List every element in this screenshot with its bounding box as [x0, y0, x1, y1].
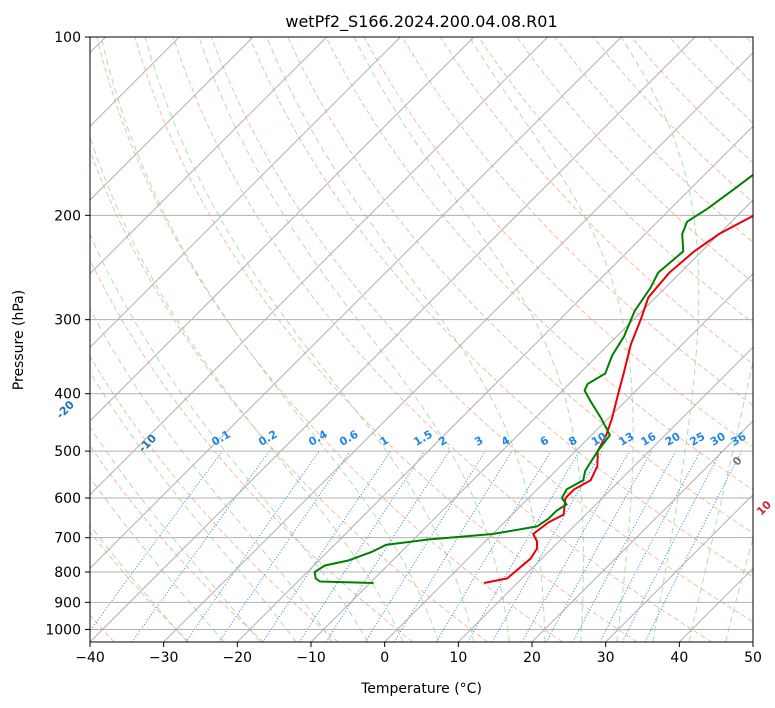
moist-adiabat [90, 135, 404, 642]
dry-adiabat [90, 148, 488, 642]
profile-series [313, 173, 753, 584]
dry-adiabat [439, 37, 753, 365]
grid-lines [90, 37, 753, 642]
x-tick-label: −30 [149, 650, 179, 666]
moist-adiabat [90, 524, 188, 642]
moist-adiabat [725, 536, 753, 642]
moist-adiabat [198, 37, 510, 642]
isotherm-line [90, 37, 401, 349]
isotherm-line [384, 272, 753, 642]
y-axis-title: Pressure (hPa) [11, 290, 27, 390]
mixing-ratio-line [131, 450, 270, 642]
dewpoint-line [313, 173, 753, 584]
plot-area [90, 37, 753, 642]
dry-adiabat [249, 37, 753, 578]
isotherm-line [90, 37, 696, 642]
y-tick-label: 300 [54, 313, 81, 329]
dry-adiabat [90, 445, 264, 642]
x-tick-label: 40 [670, 650, 688, 666]
mixing-ratio-line [545, 450, 653, 642]
isotherm-line [90, 37, 254, 201]
mixing-ratio-line [467, 450, 580, 642]
x-tick-label: 20 [523, 650, 541, 666]
dry-adiabat [134, 37, 638, 642]
moist-adiabat [266, 37, 546, 642]
mixing-ratio-line [90, 450, 223, 632]
dry-adiabat [210, 37, 753, 623]
chart-title: wetPf2_S166.2024.200.04.08.R01 [285, 12, 557, 32]
y-tick-label: 900 [54, 595, 81, 611]
moist-adiabat [90, 308, 333, 642]
dry-adiabat [516, 37, 753, 284]
y-tick-label: 700 [54, 531, 81, 547]
x-tick-label: 50 [744, 650, 762, 666]
temperature-line [483, 214, 753, 584]
moist-adiabat [469, 37, 634, 642]
y-tick-label: 400 [54, 387, 81, 403]
dry-adiabat [90, 355, 339, 642]
isotherm-line [90, 37, 328, 275]
mixing-ratio-line [325, 450, 450, 642]
dry-adiabat [96, 37, 563, 642]
dry-adiabat [172, 37, 712, 642]
y-tick-label: 1000 [45, 622, 81, 638]
x-tick-label: 30 [597, 650, 615, 666]
x-tick-label: −40 [75, 650, 105, 666]
dry-adiabat [90, 531, 190, 642]
x-axis-title: Temperature (°C) [360, 681, 482, 697]
mixing-ratio-line [364, 450, 486, 642]
axis-ticks: −40 −30 −20 −10 0 10 20 30 40 50 100 200 300 400 500 60… [45, 30, 762, 666]
y-tick-label: 200 [54, 208, 81, 224]
moist-adiabat [100, 37, 439, 642]
x-tick-label: −20 [223, 650, 253, 666]
dry-adiabat [325, 37, 753, 491]
isotherm-line [90, 37, 475, 422]
plot-frame [89, 36, 754, 643]
x-tick-label: 10 [449, 650, 467, 666]
isotherm-line [236, 125, 753, 642]
isotherm-line [163, 51, 753, 642]
y-tick-label: 800 [54, 565, 81, 581]
moist-adiabat [90, 426, 261, 642]
isotherm-line [90, 37, 622, 570]
moist-adiabat-lines [90, 37, 753, 642]
dry-adiabat [401, 37, 753, 406]
mixing-ratio-line [435, 450, 552, 642]
dry-adiabat-lines [90, 37, 753, 642]
mixing-ratio-line [298, 450, 425, 642]
isotherm-line [605, 493, 753, 642]
moist-adiabat [620, 37, 700, 642]
moist-adiabat [90, 476, 225, 642]
x-tick-label: −10 [296, 650, 326, 666]
isotherm-line [531, 420, 753, 642]
isotherm-line [457, 346, 753, 642]
mixing-ratio-line [262, 450, 392, 642]
moist-adiabat [90, 370, 297, 642]
moist-adiabat [688, 358, 753, 642]
y-tick-label: 500 [54, 444, 81, 460]
mixing-ratio-line [599, 450, 701, 642]
y-tick-label: 100 [54, 30, 81, 46]
moist-adiabat [353, 37, 584, 642]
x-tick-label: 0 [380, 650, 389, 666]
y-tick-label: 600 [54, 491, 81, 507]
moist-adiabat [90, 232, 369, 642]
moist-adiabat [144, 37, 475, 642]
mixing-ratio-line [621, 450, 722, 642]
isotherm-line [90, 37, 549, 496]
